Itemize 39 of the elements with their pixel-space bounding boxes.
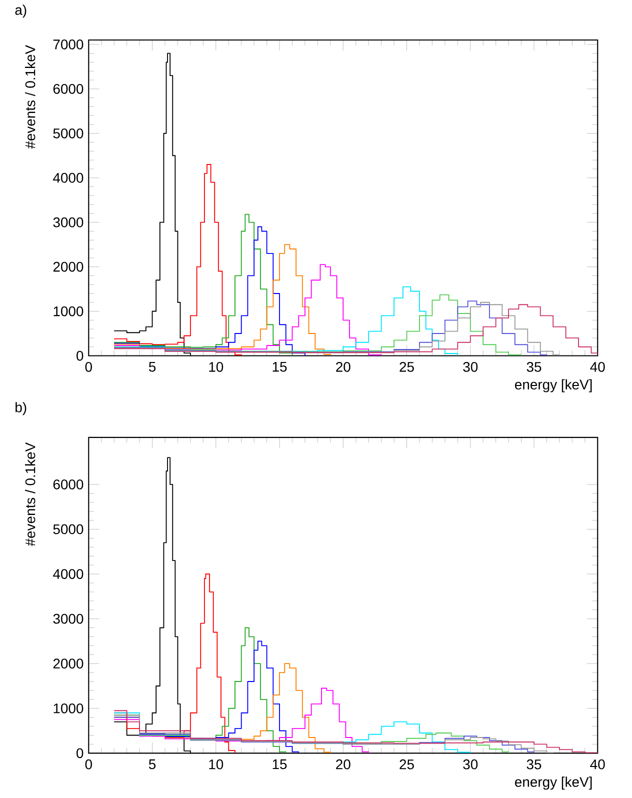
x-tick-label: 25 (399, 362, 414, 372)
x-tick-label: 10 (208, 362, 223, 372)
x-tick-label: 30 (462, 759, 478, 770)
x-tick-label: 25 (399, 759, 414, 770)
y-tick-label: 1000 (54, 703, 83, 714)
x-tick-label: 40 (590, 759, 605, 770)
y-tick-label: 7000 (53, 40, 83, 50)
x-axis-title: energy [keV] (514, 379, 592, 392)
x-tick-label: 35 (526, 362, 541, 372)
x-tick-label: 40 (590, 362, 605, 372)
y-tick-label: 4000 (52, 569, 83, 579)
x-tick-label: 15 (272, 362, 286, 372)
x-axis-title: energy [keV] (514, 776, 592, 790)
y-tick-label: 0 (76, 748, 83, 758)
y-axis-title: #events / 0.1keV (24, 45, 36, 149)
x-tick-label: 15 (272, 759, 286, 770)
x-tick-label: 20 (336, 759, 350, 770)
chart-title: b) (15, 402, 26, 416)
x-tick-label: 0 (85, 759, 92, 770)
y-tick-label: 2000 (53, 658, 83, 669)
y-tick-label: 3000 (53, 614, 83, 624)
y-tick-label: 2000 (53, 262, 83, 272)
y-tick-label: 4000 (52, 172, 83, 183)
y-axis-title: #events / 0.1keV (24, 442, 36, 546)
y-tick-label: 6000 (53, 84, 83, 94)
x-tick-label: 10 (208, 759, 223, 770)
x-tick-label: 30 (462, 362, 478, 372)
y-tick-label: 1000 (54, 306, 83, 316)
y-tick-label: 6000 (53, 480, 83, 490)
x-tick-label: 0 (85, 362, 92, 372)
y-tick-label: 0 (76, 350, 83, 361)
y-tick-label: 5000 (53, 128, 83, 138)
y-tick-label: 3000 (53, 217, 83, 228)
y-tick-label: 5000 (53, 524, 83, 534)
x-tick-label: 5 (148, 362, 156, 372)
x-tick-label: 20 (336, 362, 350, 372)
chart-title: a) (15, 4, 26, 18)
x-tick-label: 35 (526, 759, 541, 770)
x-tick-label: 5 (148, 759, 156, 770)
